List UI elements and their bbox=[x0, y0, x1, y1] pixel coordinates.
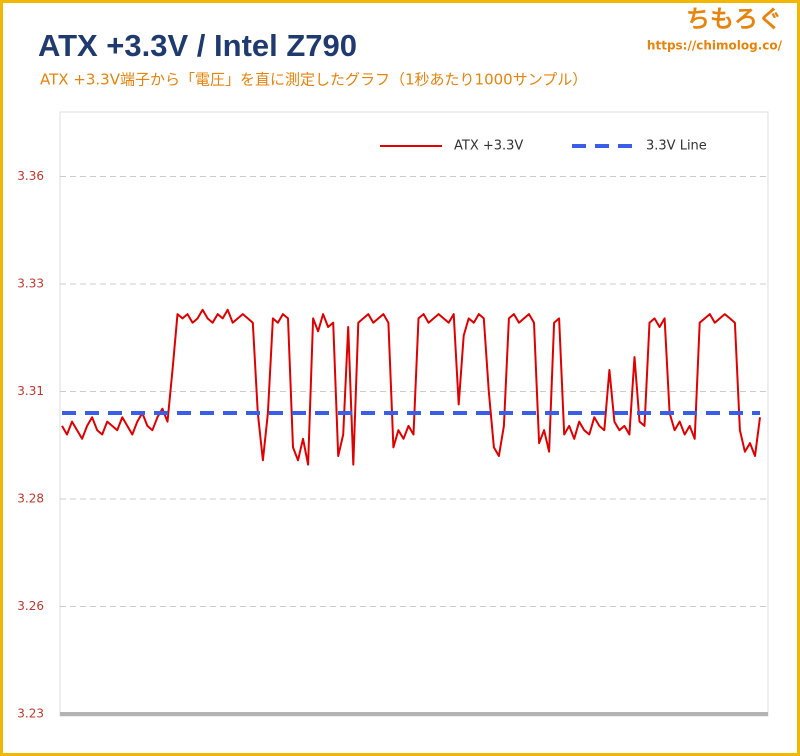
brand-url: https://chimolog.co/ bbox=[647, 39, 783, 53]
y-tick-label: 3.33 bbox=[17, 277, 44, 291]
legend-label: ATX +3.3V bbox=[454, 139, 523, 154]
chart-subtitle: ATX +3.3V端子から「電圧」を直に測定したグラフ（1秒あたり1000サンプ… bbox=[40, 71, 587, 89]
y-tick-label: 3.36 bbox=[17, 169, 44, 183]
brand-name: ちもろぐ bbox=[686, 5, 782, 33]
y-tick-label: 3.28 bbox=[17, 492, 44, 506]
y-tick-label: 3.26 bbox=[17, 599, 44, 613]
legend-label: 3.3V Line bbox=[646, 139, 707, 154]
series-line bbox=[61, 308, 761, 466]
y-tick-label: 3.23 bbox=[17, 707, 44, 721]
y-tick-label: 3.31 bbox=[17, 384, 44, 398]
chart-title: ATX +3.3V / Intel Z790 bbox=[38, 28, 357, 63]
